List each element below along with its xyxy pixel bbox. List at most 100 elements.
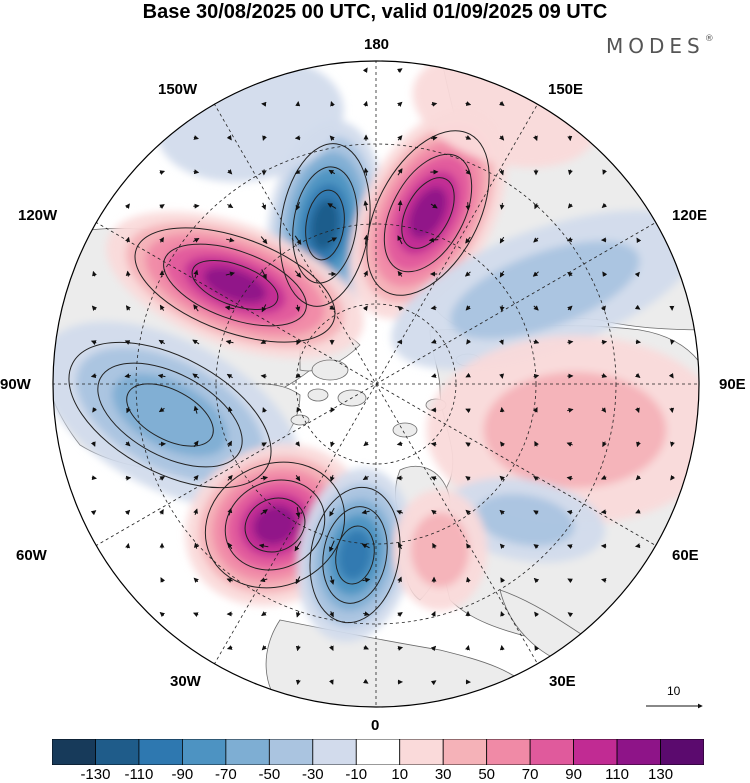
colorbar-tick-label: 50 bbox=[478, 766, 495, 783]
wind-arrow bbox=[499, 236, 505, 244]
wind-arrow bbox=[225, 271, 235, 277]
wind-arrow bbox=[430, 203, 438, 209]
wind-arrow bbox=[465, 476, 471, 482]
brand-text: MODES bbox=[606, 34, 705, 58]
wind-arrow bbox=[634, 304, 641, 310]
wind-arrow bbox=[466, 339, 472, 345]
wind-arrow bbox=[295, 645, 301, 652]
wind-arrow bbox=[330, 101, 335, 107]
wind-arrow bbox=[430, 476, 437, 481]
wind-arrow bbox=[601, 578, 607, 583]
wind-arrow bbox=[193, 508, 198, 515]
wind-arrow bbox=[329, 135, 335, 141]
wind-arrow bbox=[330, 441, 335, 448]
wind-arrow bbox=[90, 441, 96, 447]
wind-arrow bbox=[567, 203, 574, 209]
wind-arrow bbox=[465, 169, 471, 175]
wind-arrow bbox=[261, 442, 267, 447]
wind-arrow bbox=[294, 441, 300, 447]
wind-arrow bbox=[193, 474, 199, 481]
colorbar-box bbox=[181, 739, 227, 765]
wind-arrow bbox=[363, 270, 368, 278]
wind-arrow bbox=[193, 269, 199, 278]
reference-vector-label: 10 bbox=[667, 684, 681, 698]
wind-arrow bbox=[534, 645, 540, 651]
wind-arrow bbox=[260, 236, 268, 245]
wind-arrow bbox=[90, 510, 97, 516]
colorbar-tick-label: -90 bbox=[171, 766, 194, 783]
wind-arrow bbox=[192, 339, 200, 345]
anomaly-field bbox=[53, 61, 699, 642]
wind-arrow bbox=[534, 203, 539, 210]
wind-arrow bbox=[261, 101, 267, 107]
wind-arrow bbox=[601, 373, 608, 378]
wind-arrow bbox=[533, 407, 538, 413]
wind-arrow bbox=[295, 611, 301, 618]
map-border bbox=[52, 60, 700, 708]
wind-arrow bbox=[260, 475, 269, 481]
wind-arrow bbox=[465, 442, 471, 448]
colorbar-tick-label: -70 bbox=[215, 766, 237, 783]
wind-arrow bbox=[329, 507, 335, 517]
wind-arrow bbox=[295, 475, 301, 482]
wind-arrow bbox=[534, 440, 539, 447]
wind-arrow bbox=[602, 271, 608, 277]
wind-arrow bbox=[567, 169, 573, 176]
wind-arrow bbox=[635, 474, 642, 481]
wind-arrow bbox=[261, 304, 267, 313]
colorbar-box bbox=[268, 739, 314, 765]
anomaly-level bbox=[475, 493, 575, 547]
wind-arrow bbox=[261, 269, 267, 280]
lon-label-30e: 30E bbox=[549, 673, 576, 690]
contour bbox=[292, 166, 358, 284]
wind-arrow bbox=[227, 169, 233, 175]
wind-arrow bbox=[431, 135, 438, 141]
wind-arrow bbox=[567, 407, 574, 413]
wind-arrow bbox=[92, 407, 98, 413]
wind-arrow bbox=[362, 305, 368, 312]
wind-arrow bbox=[533, 577, 540, 584]
wind-arrow bbox=[294, 169, 301, 174]
wind-arrow bbox=[226, 373, 233, 379]
wind-arrow bbox=[125, 475, 132, 481]
wind-arrow bbox=[499, 373, 505, 379]
wind-arrow bbox=[295, 202, 301, 211]
wind-arrow bbox=[533, 339, 540, 344]
contour bbox=[309, 486, 401, 624]
contour bbox=[97, 362, 243, 468]
wind-arrow bbox=[92, 270, 97, 277]
lon-label-30w: 30W bbox=[170, 673, 201, 690]
wind-arrow bbox=[159, 304, 165, 311]
anomaly-level bbox=[483, 371, 667, 489]
wind-arrow bbox=[159, 204, 165, 209]
wind-arrow bbox=[192, 237, 200, 243]
wind-arrow bbox=[227, 440, 232, 447]
colorbar-box bbox=[529, 739, 574, 765]
anomaly-level bbox=[253, 505, 297, 545]
contour bbox=[191, 260, 279, 310]
wind-arrow bbox=[193, 440, 199, 448]
wind-arrow bbox=[295, 372, 301, 378]
wind-arrow bbox=[499, 543, 506, 549]
wind-arrow bbox=[262, 407, 268, 413]
wind-arrow bbox=[295, 576, 301, 585]
wind-arrow bbox=[500, 611, 505, 617]
colorbar-box bbox=[616, 739, 661, 765]
wind-arrow bbox=[126, 407, 131, 414]
wind-arrow bbox=[259, 577, 268, 583]
wind-arrow bbox=[361, 509, 370, 515]
wind-arrow bbox=[499, 169, 504, 176]
wind-arrow bbox=[124, 373, 131, 379]
wind-arrow bbox=[227, 542, 233, 550]
wind-arrow bbox=[158, 339, 166, 345]
wind-arrow bbox=[328, 679, 334, 685]
anomaly-level bbox=[112, 373, 228, 457]
wind-arrow bbox=[262, 135, 267, 141]
lon-label-120w: 120W bbox=[18, 207, 58, 224]
wind-arrow bbox=[327, 237, 338, 243]
wind-arrow bbox=[634, 543, 641, 549]
wind-arrow bbox=[634, 372, 641, 378]
wind-arrow bbox=[261, 611, 267, 617]
wind-arrow bbox=[534, 611, 540, 618]
contour bbox=[204, 461, 346, 589]
